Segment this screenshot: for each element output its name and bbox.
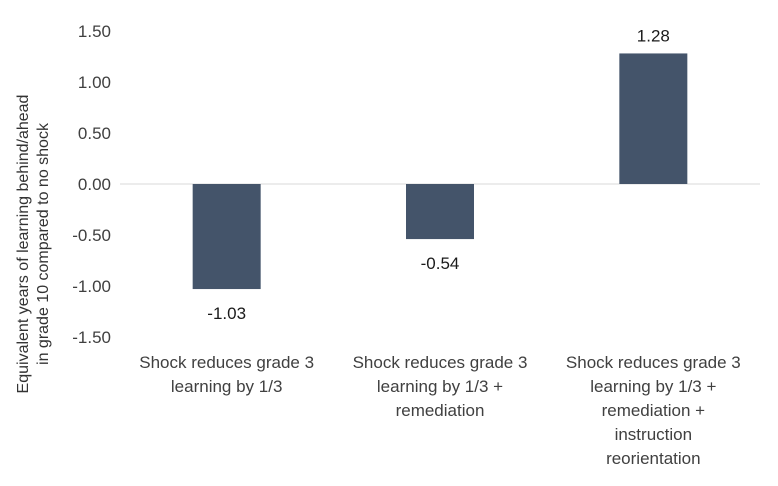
y-axis-title-line: Equivalent years of learning behind/ahea… <box>15 95 32 394</box>
category-label-line: Shock reduces grade 3 <box>353 353 528 372</box>
bars <box>192 53 688 290</box>
y-tick-label: -1.50 <box>72 328 111 347</box>
category-label: Shock reduces grade 3 learning by 1/3 <box>139 353 314 396</box>
y-tick-label: -0.50 <box>72 226 111 245</box>
y-tick-label: 1.50 <box>78 22 111 41</box>
y-tick-label: 0.00 <box>78 175 111 194</box>
bar <box>619 53 688 184</box>
category-label-line: reorientation <box>606 449 701 468</box>
category-label-line: Shock reduces grade 3 <box>566 353 741 372</box>
category-label: Shock reduces grade 3 learning by 1/3 + re… <box>566 353 741 468</box>
y-tick-label: 0.50 <box>78 124 111 143</box>
category-label-line: learning by 1/3 + <box>590 377 716 396</box>
y-axis-title-text: Equivalent years of learning behind/ahea… <box>15 95 52 394</box>
category-label-line: Shock reduces grade 3 <box>139 353 314 372</box>
category-label-line: remediation <box>396 401 485 420</box>
bar <box>192 184 261 290</box>
category-label-line: instruction <box>615 425 692 444</box>
y-axis-title-line: in grade 10 compared to no shock <box>35 122 52 365</box>
category-labels: Shock reduces grade 3 learning by 1/3Shoc… <box>139 353 741 468</box>
y-axis-title: Equivalent years of learning behind/ahea… <box>15 95 52 394</box>
category-label-line: learning by 1/3 + <box>377 377 503 396</box>
y-tick-label: 1.00 <box>78 73 111 92</box>
category-label: Shock reduces grade 3 learning by 1/3 + re… <box>353 353 528 420</box>
data-label: -1.03 <box>207 304 246 323</box>
data-label: 1.28 <box>637 26 670 45</box>
category-label-line: learning by 1/3 <box>171 377 283 396</box>
data-labels: -1.03 -0.54 1.28 <box>207 26 670 323</box>
bar <box>406 184 474 240</box>
category-label-line: remediation + <box>602 401 706 420</box>
data-label: -0.54 <box>421 254 460 273</box>
y-tick-label: -1.00 <box>72 277 111 296</box>
y-axis-ticks: 1.50 1.00 0.50 0.00 -0.50 -1.00 -1.50 <box>72 22 111 347</box>
